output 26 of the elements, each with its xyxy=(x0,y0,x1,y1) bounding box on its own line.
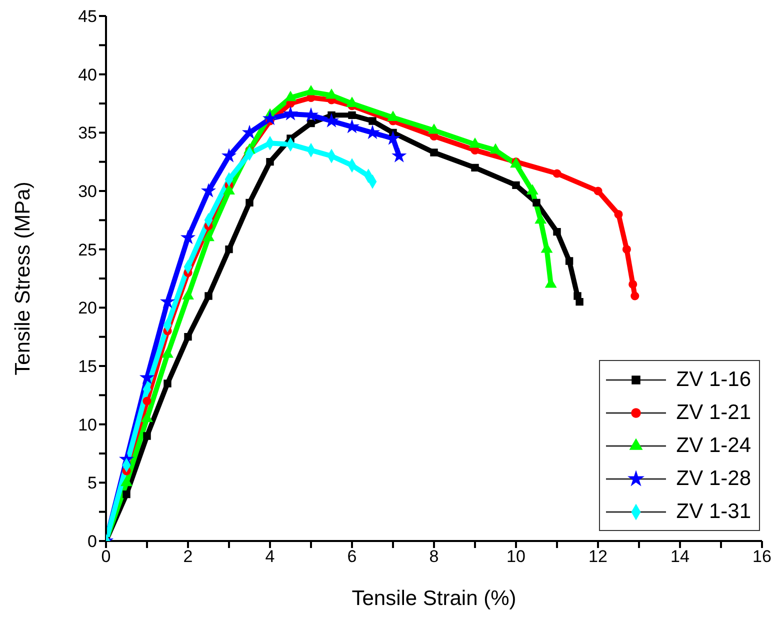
legend-label: ZV 1-21 xyxy=(676,400,751,424)
legend-label: ZV 1-31 xyxy=(676,500,751,524)
legend-label: ZV 1-24 xyxy=(676,434,751,458)
legend-label: ZV 1-16 xyxy=(676,368,751,392)
x-tick-label: 10 xyxy=(506,547,526,566)
y-tick-label: 20 xyxy=(78,298,97,318)
x-tick-label: 12 xyxy=(588,547,608,566)
x-axis-title: Tensile Strain (%) xyxy=(352,587,516,610)
x-tick-label: 4 xyxy=(265,547,275,566)
x-tick-label: 0 xyxy=(101,547,111,566)
y-tick-label: 25 xyxy=(78,240,97,260)
y-tick-label: 45 xyxy=(78,7,97,26)
y-tick-label: 40 xyxy=(78,65,97,84)
x-tick-label: 6 xyxy=(347,547,357,566)
legend-label: ZV 1-28 xyxy=(676,466,751,490)
y-tick-label: 15 xyxy=(78,357,97,376)
y-tick-label: 35 xyxy=(78,124,97,143)
x-tick-label: 14 xyxy=(670,547,690,566)
x-tick-label: 8 xyxy=(429,547,439,566)
y-tick-label: 10 xyxy=(78,415,97,434)
x-tick-label: 2 xyxy=(183,547,193,566)
y-tick-label: 5 xyxy=(88,474,97,493)
x-tick-label: 16 xyxy=(752,547,772,566)
y-axis-title: Tensile Stress (MPa) xyxy=(11,182,34,376)
y-tick-label: 30 xyxy=(78,182,97,202)
y-tick-label: 0 xyxy=(88,532,97,552)
